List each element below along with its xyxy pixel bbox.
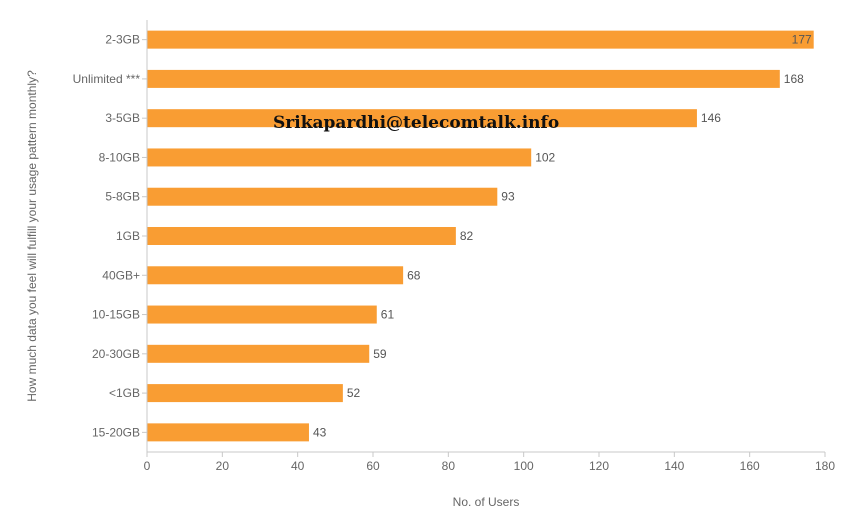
watermark-text: Srikapardhi@telecomtalk.info: [273, 113, 559, 133]
category-label: Unlimited ***: [73, 72, 141, 86]
bar: [147, 30, 814, 49]
x-tick-label: 100: [514, 459, 534, 473]
bar: [147, 266, 404, 285]
data-label: 102: [535, 150, 555, 164]
x-tick-label: 20: [216, 459, 230, 473]
x-tick-label: 140: [664, 459, 684, 473]
bars-group: 177 168 146 102 93 82 68 61 59 52 43: [147, 30, 814, 442]
x-tick-label: 160: [740, 459, 760, 473]
x-ticks-group: 0 20 40 60 80 100 120 140 160 180: [144, 452, 835, 473]
bar: [147, 305, 377, 324]
bar: [147, 384, 343, 403]
bar: [147, 344, 370, 363]
category-label: <1GB: [109, 386, 140, 400]
x-tick-label: 120: [589, 459, 609, 473]
x-tick-label: 80: [442, 459, 456, 473]
data-label: 59: [373, 347, 387, 361]
category-label: 2-3GB: [105, 33, 140, 47]
category-label: 5-8GB: [105, 190, 140, 204]
category-label: 40GB+: [102, 268, 140, 282]
category-label: 15-20GB: [92, 425, 140, 439]
x-tick-label: 60: [366, 459, 380, 473]
data-label: 177: [792, 33, 812, 47]
bar: [147, 423, 309, 442]
bar: [147, 187, 498, 206]
y-axis-title: How much data you feel will fulfill your…: [25, 70, 39, 402]
category-label: 3-5GB: [105, 111, 140, 125]
category-label: 8-10GB: [99, 150, 140, 164]
data-label: 43: [313, 425, 327, 439]
data-label: 146: [701, 111, 721, 125]
x-tick-label: 0: [144, 459, 151, 473]
category-label: 1GB: [116, 229, 140, 243]
data-label: 82: [460, 229, 474, 243]
data-label: 168: [784, 72, 804, 86]
x-axis-title: No. of Users: [453, 495, 520, 509]
category-label: 10-15GB: [92, 308, 140, 322]
x-tick-label: 40: [291, 459, 305, 473]
category-labels-group: 2-3GB Unlimited *** 3-5GB 8-10GB 5-8GB 1GB 40G…: [73, 33, 147, 439]
bar: [147, 148, 532, 167]
x-tick-label: 180: [815, 459, 835, 473]
bar: [147, 69, 780, 88]
data-label: 61: [381, 308, 395, 322]
data-label: 68: [407, 268, 421, 282]
bar: [147, 227, 456, 245]
category-label: 20-30GB: [92, 347, 140, 361]
bar: [147, 109, 697, 128]
data-label: 93: [501, 190, 515, 204]
data-label: 52: [347, 386, 361, 400]
